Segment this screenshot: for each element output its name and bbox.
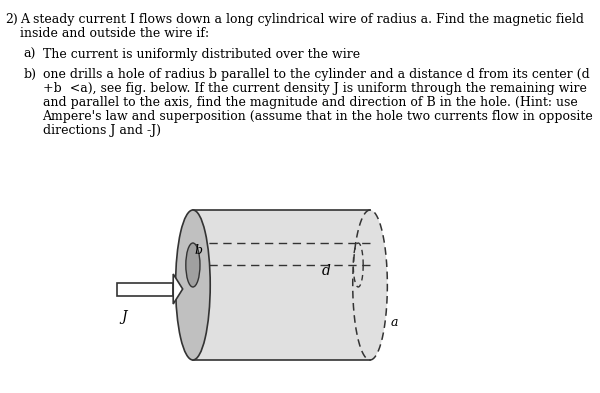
Text: d: d — [322, 264, 331, 278]
Text: and parallel to the axis, find the magnitude and direction of B in the hole. (Hi: and parallel to the axis, find the magni… — [43, 96, 577, 109]
Text: directions J and -J): directions J and -J) — [43, 124, 161, 137]
Polygon shape — [173, 274, 182, 304]
Text: b: b — [194, 244, 202, 257]
Bar — [116, 283, 173, 296]
Polygon shape — [193, 210, 370, 360]
Text: a: a — [391, 316, 398, 329]
Ellipse shape — [176, 210, 210, 360]
Text: J: J — [121, 310, 127, 323]
Text: The current is uniformly distributed over the wire: The current is uniformly distributed ove… — [43, 48, 359, 61]
Text: inside and outside the wire if:: inside and outside the wire if: — [20, 27, 209, 40]
Ellipse shape — [353, 210, 388, 360]
Text: one drills a hole of radius b parallel to the cylinder and a distance d from its: one drills a hole of radius b parallel t… — [43, 68, 589, 81]
Ellipse shape — [186, 243, 200, 287]
Text: A steady current I flows down a long cylindrical wire of radius a. Find the magn: A steady current I flows down a long cyl… — [20, 13, 584, 26]
Text: Ampere's law and superposition (assume that in the hole two currents flow in opp: Ampere's law and superposition (assume t… — [43, 110, 593, 123]
Text: b): b) — [23, 68, 37, 81]
Text: a): a) — [23, 48, 36, 61]
Text: 2): 2) — [5, 13, 18, 26]
Text: +b  <a), see fig. below. If the current density J is uniform through the remaini: +b <a), see fig. below. If the current d… — [43, 82, 586, 95]
